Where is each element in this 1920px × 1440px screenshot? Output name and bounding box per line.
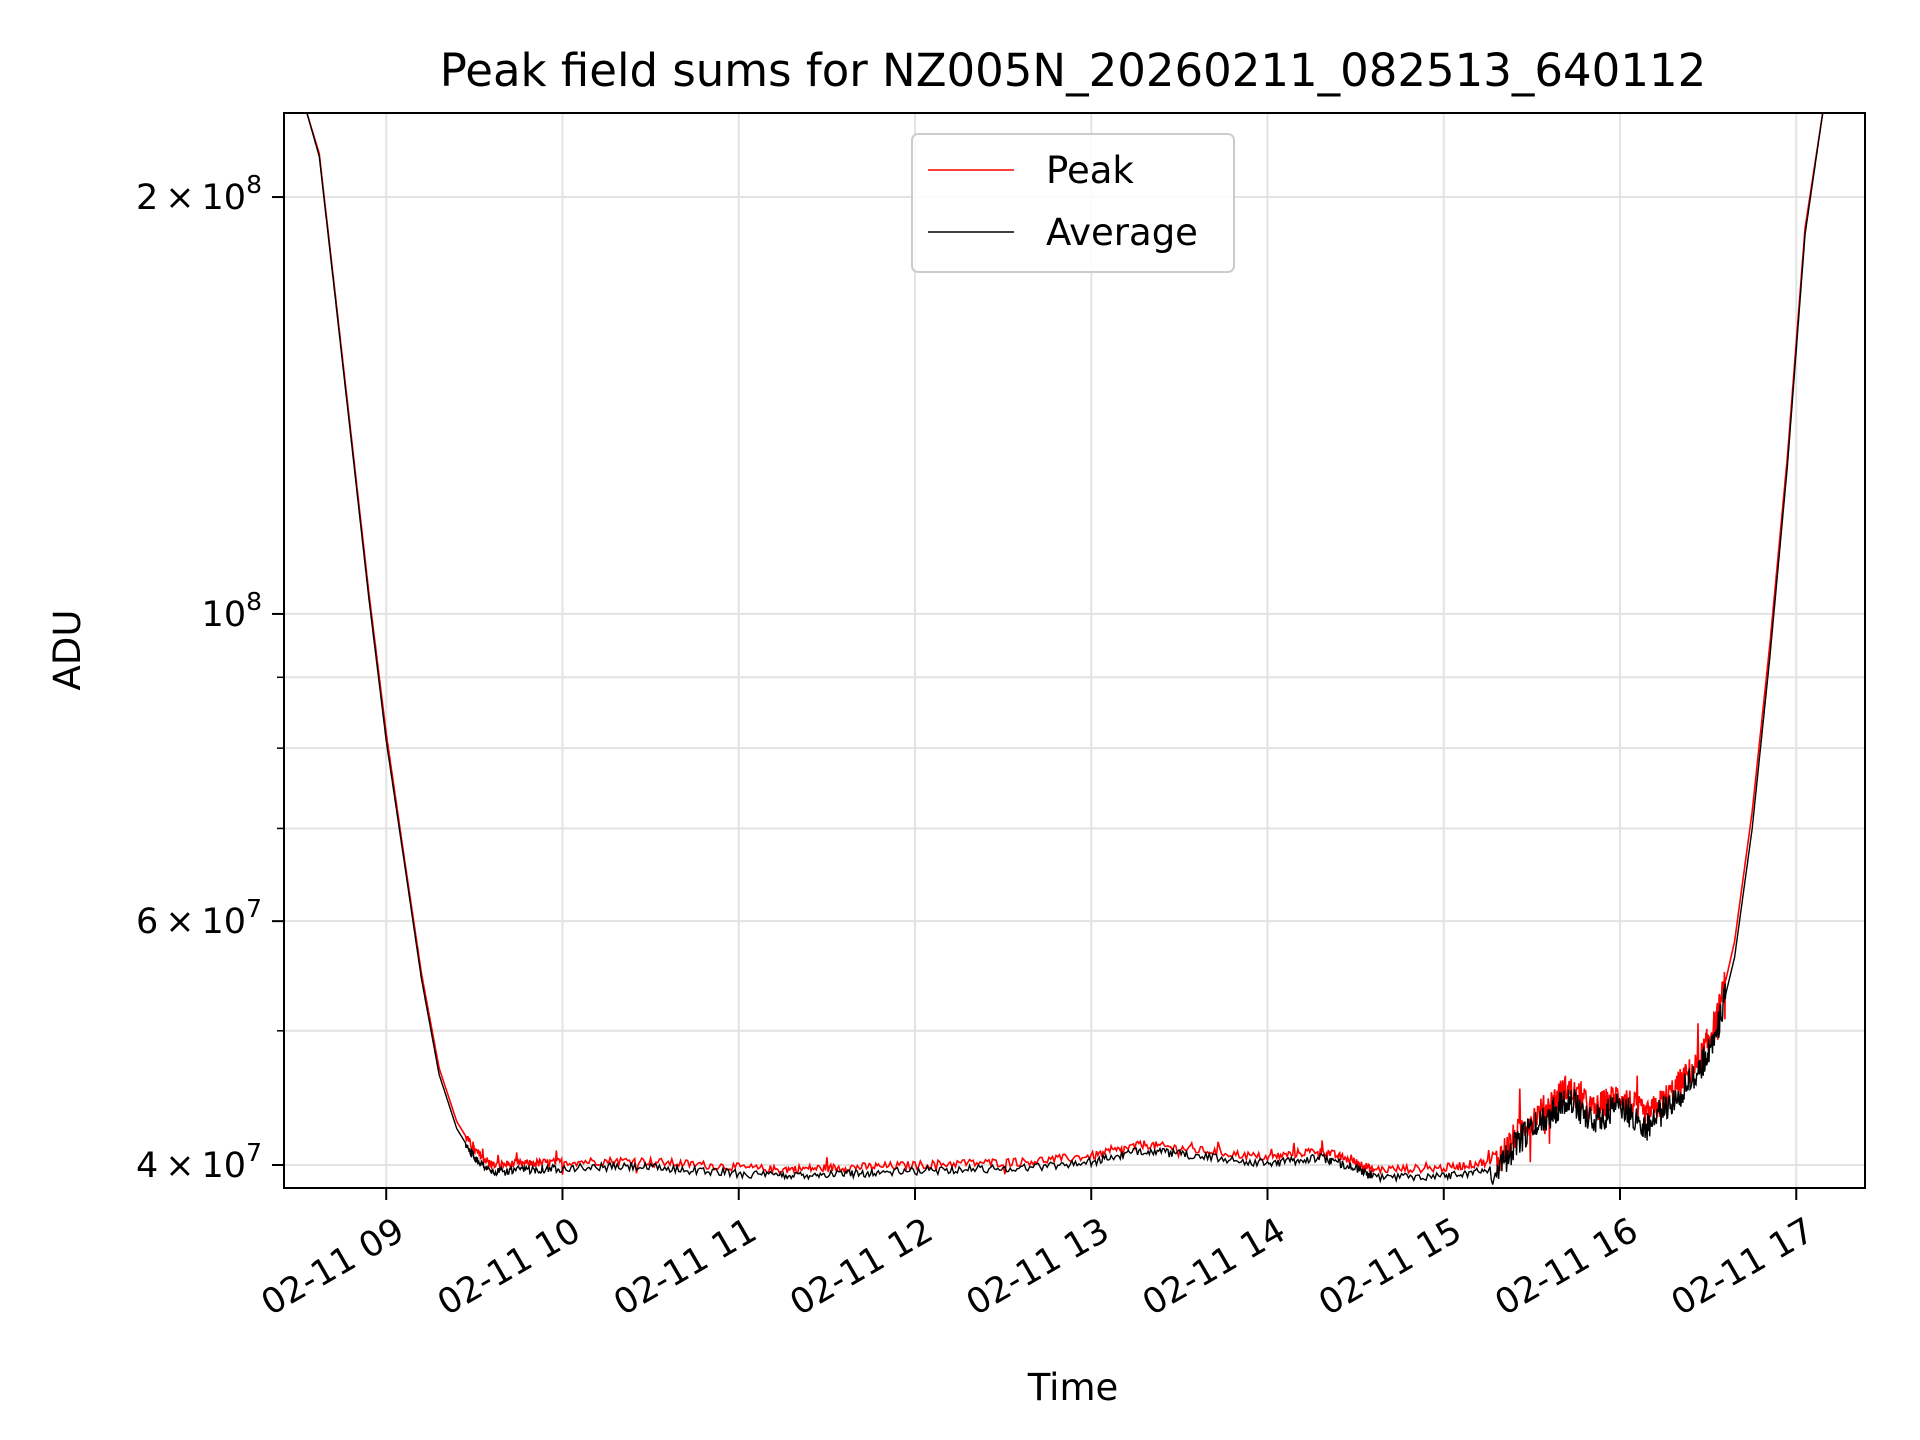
x-tick-label: 02-11 09 <box>255 1211 411 1324</box>
x-tick-label: 02-11 11 <box>607 1211 763 1324</box>
legend: Peak Average <box>911 133 1235 273</box>
x-tick-label: 02-11 10 <box>431 1211 587 1324</box>
series-line-average <box>284 113 1865 1185</box>
x-tick-label: 02-11 12 <box>784 1211 940 1324</box>
y-tick-label: 6 × 107 <box>136 894 262 942</box>
series-layer <box>284 113 1865 1185</box>
y-axis-ticks: 4 × 107 6 × 107 108 2 × 108 <box>136 170 284 1186</box>
grid-lines <box>284 113 1865 1188</box>
x-tick-label: 02-11 14 <box>1136 1211 1292 1324</box>
y-axis-label: ADU <box>46 610 89 691</box>
x-tick-label: 02-11 17 <box>1665 1211 1821 1324</box>
legend-label-peak: Peak <box>1046 149 1134 192</box>
x-axis-label: Time <box>1027 1366 1119 1409</box>
x-axis-ticks: 02-11 09 02-11 10 02-11 11 02-11 12 02-11 13… <box>255 1188 1821 1324</box>
legend-label-average: Average <box>1046 211 1198 254</box>
y-tick-label: 2 × 108 <box>136 170 262 218</box>
chart-title: Peak field sums for NZ005N_20260211_0825… <box>440 44 1706 97</box>
y-tick-label: 4 × 107 <box>136 1138 262 1186</box>
x-tick-label: 02-11 13 <box>960 1211 1116 1324</box>
plot-frame <box>283 112 1866 1189</box>
y-tick-label: 108 <box>202 587 262 635</box>
x-tick-label: 02-11 15 <box>1312 1211 1468 1324</box>
x-tick-label: 02-11 16 <box>1489 1211 1645 1324</box>
legend-box <box>911 133 1235 273</box>
